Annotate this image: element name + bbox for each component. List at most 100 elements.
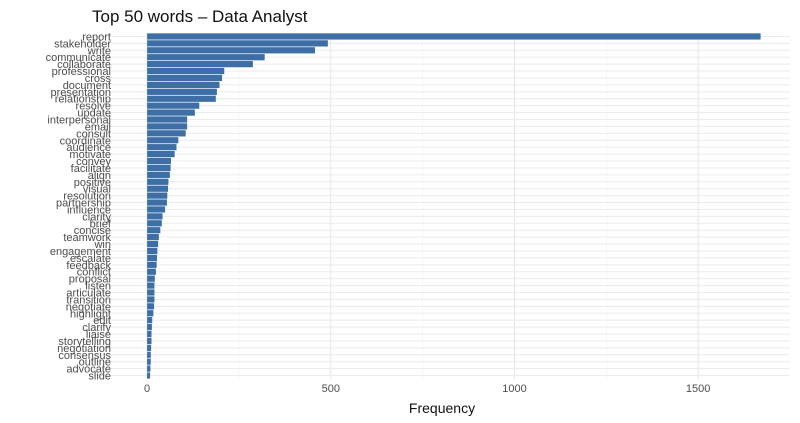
bar-consensus xyxy=(147,351,151,358)
y-tick-label: highlight xyxy=(70,308,111,320)
bar-concise xyxy=(147,227,161,234)
bar-communicate xyxy=(147,54,265,61)
y-tick-label: email xyxy=(85,121,111,133)
y-tick-label: professional xyxy=(52,66,111,78)
y-tick-label: update xyxy=(77,108,111,120)
bar-escalate xyxy=(147,254,158,262)
y-tick-label: escalate xyxy=(70,253,111,265)
bar-document xyxy=(147,81,220,89)
bar-cross xyxy=(147,74,223,82)
y-tick-label: clarity xyxy=(82,211,111,223)
y-tick-label: liaise xyxy=(86,329,111,341)
bar-resolution xyxy=(147,192,168,199)
y-tick-label: listen xyxy=(85,281,111,293)
y-tick-label: storytelling xyxy=(58,336,111,348)
x-tick-label: 1000 xyxy=(502,383,526,395)
y-tick-label: visual xyxy=(83,184,111,196)
bar-feedback xyxy=(147,261,157,268)
y-tick-label: feedback xyxy=(66,260,111,272)
bar-partnership xyxy=(147,199,167,206)
bar-report xyxy=(147,33,761,40)
bar-email xyxy=(147,123,188,130)
bar-transition xyxy=(147,296,155,303)
bar-storytelling xyxy=(147,337,152,345)
y-tick-label: communicate xyxy=(46,52,111,64)
bar-facilitate xyxy=(147,164,171,172)
y-tick-label: engagement xyxy=(50,246,111,258)
bar-professional xyxy=(147,67,225,75)
bar-negotiation xyxy=(147,344,152,351)
y-tick-label: interpersonal xyxy=(47,115,111,127)
bar-collaborate xyxy=(147,61,253,68)
bar-relationship xyxy=(147,95,216,102)
y-tick-label: positive xyxy=(74,177,111,189)
y-tick-label: edit xyxy=(93,315,111,327)
y-tick-label: motivate xyxy=(69,149,111,161)
bar-articulate xyxy=(147,289,155,296)
y-tick-label: resolution xyxy=(63,191,111,203)
bar-liaise xyxy=(147,330,152,338)
y-tick-label: slide xyxy=(88,371,111,383)
x-tick-labels: 0 500 1000 1500 xyxy=(144,383,710,395)
bar-negotiate xyxy=(147,303,155,310)
y-tick-label: win xyxy=(93,239,111,251)
y-tick-label: negotiate xyxy=(66,301,111,313)
bar-consult xyxy=(147,130,186,137)
bar-brief xyxy=(147,220,162,227)
x-axis-label: Frequency xyxy=(409,400,475,416)
bar-audience xyxy=(147,144,177,151)
bar-influence xyxy=(147,206,166,213)
chart-title: Top 50 words – Data Analyst xyxy=(92,7,308,26)
y-tick-label: influence xyxy=(67,204,111,216)
y-tick-label: write xyxy=(87,45,111,57)
bar-listen xyxy=(147,282,155,289)
y-tick-label: stakeholder xyxy=(54,38,111,50)
y-tick-label: document xyxy=(63,80,111,92)
bar-engagement xyxy=(147,247,158,255)
bar-outline xyxy=(147,358,151,365)
bar-clarify xyxy=(147,323,152,331)
y-tick-label: articulate xyxy=(66,288,111,300)
bar-write xyxy=(147,47,315,54)
y-tick-label: advocate xyxy=(66,364,111,376)
y-tick-labels: reportstakeholderwritecommunicatecollabo… xyxy=(46,31,112,382)
x-tick-label: 1500 xyxy=(686,383,710,395)
bar-slide xyxy=(147,372,151,379)
y-tick-label: partnership xyxy=(56,198,111,210)
bar-convey xyxy=(147,157,171,165)
y-tick-label: brief xyxy=(90,218,112,230)
y-tick-label: outline xyxy=(79,357,111,369)
y-tick-label: presentation xyxy=(50,87,111,99)
y-tick-label: teamwork xyxy=(63,232,111,244)
bar-presentation xyxy=(147,88,217,95)
bar-advocate xyxy=(147,365,151,372)
bars xyxy=(147,33,761,379)
y-tick-label: facilitate xyxy=(71,163,111,175)
bar-interpersonal xyxy=(147,116,188,123)
y-tick-label: audience xyxy=(66,142,111,154)
bar-highlight xyxy=(147,310,154,317)
y-tick-label: negotiation xyxy=(57,343,111,355)
bar-edit xyxy=(147,317,153,324)
y-tick-label: consensus xyxy=(58,350,111,362)
y-tick-label: concise xyxy=(74,225,111,237)
y-tick-label: cross xyxy=(85,73,112,85)
y-tick-label: coordinate xyxy=(60,135,111,147)
y-tick-label: consult xyxy=(76,128,111,140)
bar-win xyxy=(147,240,159,248)
bar-proposal xyxy=(147,275,155,282)
y-tick-label: convey xyxy=(76,156,111,168)
bar-coordinate xyxy=(147,137,179,144)
bar-motivate xyxy=(147,150,175,158)
bar-visual xyxy=(147,185,169,192)
bar-conflict xyxy=(147,268,156,275)
y-tick-label: align xyxy=(88,170,111,182)
y-tick-label: clarify xyxy=(82,322,111,334)
bar-positive xyxy=(147,178,169,185)
bar-teamwork xyxy=(147,234,159,241)
y-tick-label: proposal xyxy=(69,274,111,286)
y-tick-label: transition xyxy=(66,294,111,306)
y-tick-label: collaborate xyxy=(57,59,111,71)
y-tick-label: resolve xyxy=(76,101,111,113)
